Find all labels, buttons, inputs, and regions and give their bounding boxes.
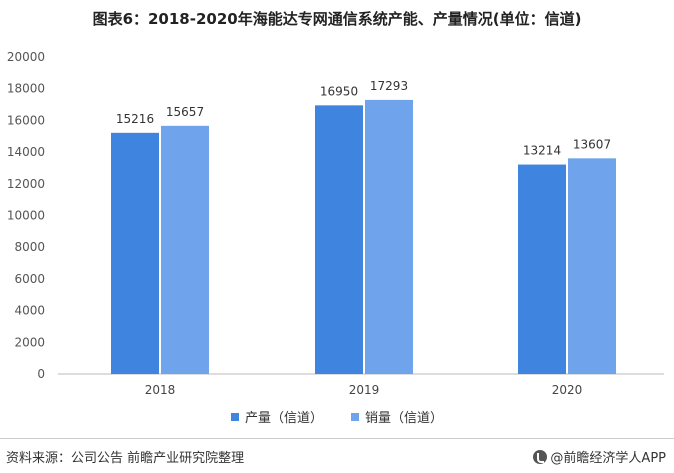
x-tick-label-2020: 2020 — [552, 383, 583, 397]
y-tick-label: 8000 — [14, 240, 45, 254]
bar-sales-2018 — [161, 125, 209, 374]
data-label-production-2018: 15216 — [116, 112, 154, 126]
y-tick-label: 16000 — [7, 113, 45, 127]
legend-swatch-production — [230, 412, 239, 421]
legend-swatch-sales — [351, 412, 359, 421]
bars — [111, 99, 616, 375]
brand-mark: @前瞻经济学人APP — [533, 447, 666, 466]
y-tick-label: 0 — [37, 367, 45, 381]
y-tick-label: 4000 — [14, 304, 45, 318]
legend: 产量（信道） 销量（信道） — [0, 407, 674, 426]
y-axis: 0 2000 4000 6000 8000 10000 12000 14000 16000 180… — [7, 50, 45, 381]
legend-label-sales: 销量（信道） — [365, 411, 444, 426]
y-tick-label: 2000 — [14, 335, 45, 349]
data-label-sales-2018: 15657 — [166, 105, 204, 119]
source-note: 资料来源：公司公告 前瞻产业研究院整理 — [6, 451, 245, 466]
legend-label-production: 产量（信道） — [244, 411, 323, 426]
legend-item-sales: 销量（信道） — [351, 407, 443, 426]
brand-logo-icon — [533, 449, 548, 464]
brand-label: @前瞻经济学人APP — [550, 451, 666, 466]
y-tick-label: 20000 — [7, 50, 45, 64]
data-label-sales-2020: 13607 — [573, 137, 611, 151]
bar-production-2018 — [111, 132, 159, 374]
x-tick-label-2019: 2019 — [349, 383, 380, 397]
data-label-production-2020: 13214 — [523, 144, 561, 158]
x-tick-label-2018: 2018 — [145, 383, 176, 397]
bar-sales-2020 — [568, 158, 616, 374]
y-tick-label: 18000 — [7, 82, 45, 96]
y-tick-label: 14000 — [7, 145, 45, 159]
y-tick-label: 12000 — [7, 177, 45, 191]
y-tick-label: 6000 — [14, 272, 45, 286]
data-label-sales-2019: 17293 — [370, 79, 408, 93]
x-axis: 2018 2019 2020 — [145, 383, 583, 397]
chart-title: 图表6：2018-2020年海能达专网通信系统产能、产量情况(单位：信道) — [92, 10, 582, 28]
legend-item-production: 产量（信道） — [230, 407, 323, 426]
bar-sales-2019 — [365, 99, 413, 375]
bar-production-2019 — [315, 105, 363, 374]
data-labels: 15216 15657 16950 17293 13214 13607 — [116, 79, 611, 158]
bar-production-2020 — [518, 164, 566, 374]
y-tick-label: 10000 — [7, 209, 45, 223]
footer: 资料来源：公司公告 前瞻产业研究院整理 @前瞻经济学人APP — [0, 438, 674, 473]
data-label-production-2019: 16950 — [320, 84, 358, 98]
bar-chart: 0 2000 4000 6000 8000 10000 12000 14000 16000 180… — [7, 50, 664, 397]
